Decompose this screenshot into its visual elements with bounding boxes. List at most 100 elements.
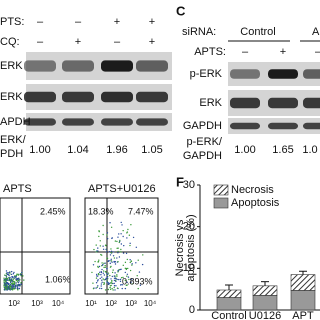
event-dot (120, 277, 123, 279)
event-dot (6, 282, 8, 284)
event-dot (102, 248, 105, 250)
band (62, 118, 94, 126)
event-dot (111, 282, 113, 284)
event-dot (16, 281, 19, 283)
event-dot (5, 276, 8, 278)
event-dot (119, 278, 122, 281)
event-dot (107, 273, 109, 276)
event-dot (109, 286, 111, 289)
x-tick-label: APT (292, 310, 314, 320)
event-dot (114, 289, 116, 291)
event-dot (107, 282, 110, 284)
event-dot (99, 271, 101, 273)
event-dot (7, 277, 10, 279)
event-dot (131, 283, 133, 285)
event-dot (117, 236, 119, 238)
event-dot (7, 272, 9, 274)
y-axis-label: apoptosis (%) (185, 214, 197, 281)
event-dot (10, 273, 13, 276)
event-dot (107, 260, 110, 262)
event-dot (96, 250, 98, 252)
event-dot (102, 245, 104, 247)
bar-segment (216, 297, 242, 311)
event-dot (126, 273, 129, 276)
band (268, 69, 298, 79)
event-dot (92, 287, 95, 290)
event-dot (127, 267, 129, 270)
event-dot (129, 244, 131, 247)
ratio: 1.0 (302, 144, 317, 156)
ratio: 1.00 (234, 144, 255, 156)
event-dot (109, 260, 111, 262)
axis-tick-label: 10³ (125, 299, 137, 308)
event-dot (116, 275, 118, 277)
event-dot (105, 271, 107, 273)
event-dot (137, 259, 139, 261)
event-dot (6, 287, 8, 289)
event-dot (139, 284, 142, 286)
event-dot (126, 281, 128, 284)
event-dot (116, 240, 118, 243)
band (136, 60, 168, 72)
quadrant-value: 0.893% (122, 276, 153, 286)
event-dot (128, 234, 131, 236)
sign: + (149, 16, 155, 28)
band (101, 91, 133, 103)
bar-segment (252, 285, 278, 296)
event-dot (13, 277, 16, 279)
event-dot (113, 284, 116, 287)
quadrant-value: 1.06% (45, 274, 71, 284)
sign: + (75, 36, 81, 48)
plot-frame (84, 197, 159, 295)
event-dot (103, 283, 106, 285)
bar-segment (290, 274, 316, 291)
band (230, 122, 260, 130)
event-dot (142, 254, 144, 256)
legend-swatch (213, 197, 229, 209)
event-dot (18, 280, 20, 282)
event-dot (97, 261, 99, 263)
x-tick-label: U0126 (249, 310, 281, 320)
event-dot (100, 253, 102, 256)
event-dot (5, 279, 8, 281)
event-dot (110, 260, 113, 262)
event-dot (6, 283, 9, 285)
event-dot (115, 278, 117, 280)
plot-frame (0, 197, 71, 295)
sign: – (114, 36, 121, 48)
event-dot (118, 233, 120, 235)
band (136, 118, 168, 126)
event-dot (8, 278, 11, 280)
event-dot (106, 232, 109, 234)
event-dot (104, 278, 107, 281)
event-dot (104, 266, 107, 268)
event-dot (112, 289, 114, 291)
event-dot (5, 288, 8, 291)
event-dot (96, 273, 98, 276)
event-dot (16, 287, 19, 290)
event-dot (110, 258, 112, 261)
event-dot (15, 278, 17, 281)
event-dot (111, 287, 113, 290)
event-dot (4, 288, 7, 290)
event-dot (8, 286, 11, 288)
plot-title: APTS (3, 183, 32, 195)
event-dot (136, 274, 138, 277)
axis-tick-label: 10² (105, 299, 117, 308)
event-dot (122, 264, 124, 267)
quadrant-value: 7.47% (128, 206, 154, 216)
event-dot (8, 271, 11, 274)
axis-tick-label: 10⁴ (52, 299, 65, 308)
event-dot (97, 247, 99, 249)
event-dot (6, 285, 9, 287)
event-dot (130, 224, 132, 226)
event-dot (116, 247, 118, 250)
event-dot (131, 263, 133, 265)
event-dot (10, 285, 12, 288)
event-dot (3, 277, 5, 279)
sign: – (37, 16, 44, 28)
event-dot (11, 284, 13, 287)
ratio: 1.04 (67, 144, 88, 156)
event-dot (108, 251, 111, 253)
event-dot (120, 243, 123, 245)
